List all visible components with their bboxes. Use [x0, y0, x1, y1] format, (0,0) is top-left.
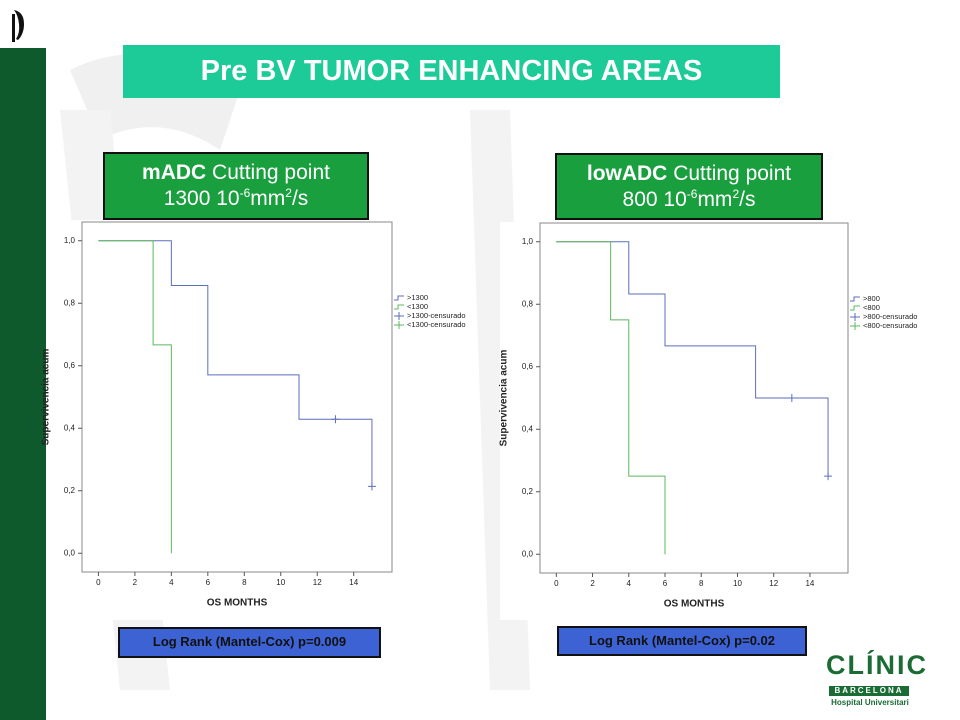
legend-marker: [850, 296, 860, 302]
title-part: 2: [732, 187, 740, 201]
legend-label: <800: [863, 303, 880, 312]
y-axis-label: Supervivencia acum: [499, 350, 510, 447]
plot-frame: [539, 222, 849, 574]
legend-marker: [394, 304, 404, 310]
x-tick-label: 12: [769, 579, 778, 588]
x-tick-label: 4: [169, 578, 174, 587]
y-tick-label: 0,6: [64, 361, 76, 370]
y-axis-label: Supervivencia acum: [41, 349, 52, 446]
title-part: 800 10: [622, 188, 687, 211]
censor-mark: [787, 394, 796, 402]
logo-city: BARCELONA: [829, 686, 909, 696]
chart-title-box: mADC Cutting point 1300 10-6mm2/s: [103, 152, 369, 220]
legend-label: >800-censurado: [863, 312, 917, 321]
title-part: mm: [250, 187, 286, 210]
legend-marker: [394, 295, 404, 301]
annotation: Log Rank (Mantel-Cox) p=0.009: [118, 627, 381, 658]
y-tick-label: 0,4: [64, 423, 76, 432]
title-part: mADC: [142, 161, 207, 184]
title-part: Cutting point: [673, 162, 792, 185]
censor-mark: [824, 472, 833, 481]
sidebar: [0, 0, 46, 720]
survival-line: [556, 241, 666, 555]
x-tick-label: 2: [590, 579, 595, 588]
x-tick-label: 0: [96, 578, 101, 587]
logo-subtitle: Hospital Universitari: [831, 698, 909, 707]
legend-marker: [850, 313, 860, 321]
y-tick-label: 0,2: [64, 486, 76, 495]
legend-label: >1300: [407, 293, 428, 302]
x-tick-label: 10: [733, 579, 742, 588]
slide-title: Pre BV TUMOR ENHANCING AREAS: [123, 45, 780, 98]
legend-marker: [394, 312, 404, 320]
legend-label: >1300-censurado: [407, 311, 466, 320]
y-tick-label: 0,8: [64, 298, 76, 307]
x-tick-label: 8: [699, 579, 704, 588]
y-tick-label: 0,0: [64, 548, 76, 557]
censor-mark: [331, 415, 340, 424]
chart-panel: [47, 220, 399, 620]
x-tick-label: 2: [133, 578, 138, 587]
y-tick-label: 0,6: [522, 362, 534, 371]
survival-line: [98, 240, 373, 487]
y-tick-label: 1,0: [64, 236, 76, 245]
y-tick-label: 0,4: [522, 424, 534, 433]
legend-marker: [394, 321, 404, 329]
x-tick-label: 8: [242, 578, 247, 587]
survival-line: [98, 240, 172, 554]
y-tick-label: 1,0: [522, 237, 534, 246]
x-tick-label: 6: [206, 578, 211, 587]
legend-label: <1300-censurado: [407, 320, 466, 329]
x-tick-label: 14: [805, 579, 814, 588]
censor-mark: [367, 482, 376, 491]
y-tick-label: 0,8: [522, 299, 534, 308]
title-part: -6: [239, 186, 251, 200]
title-part: -6: [686, 187, 698, 201]
title-part: /s: [739, 188, 756, 211]
legend-label: >800: [863, 294, 880, 303]
annotation: Log Rank (Mantel-Cox) p=0.02: [557, 626, 807, 656]
title-part: 2: [285, 186, 292, 200]
survival-line: [556, 241, 829, 477]
x-tick-label: 0: [554, 579, 559, 588]
chart-panel: [500, 222, 852, 620]
x-tick-label: 14: [349, 578, 358, 587]
title-part: /s: [291, 187, 309, 210]
chart-title-box: lowADC Cutting point 800 10-6mm2/s: [555, 153, 823, 220]
y-tick-label: 0,2: [522, 487, 534, 496]
x-tick-label: 12: [313, 578, 322, 587]
legend-marker: [850, 322, 860, 330]
x-axis-label: OS MONTHS: [664, 599, 725, 610]
legend-marker: [850, 305, 860, 311]
plot-frame: [81, 221, 393, 573]
title-part: lowADC: [586, 162, 668, 185]
legend-label: <1300: [407, 302, 428, 311]
x-tick-label: 4: [627, 579, 632, 588]
y-tick-label: 0,0: [522, 549, 534, 558]
x-tick-label: 10: [276, 578, 285, 587]
title-part: mm: [697, 188, 733, 211]
legend-label: <800-censurado: [863, 321, 917, 330]
logo-icon: [12, 10, 24, 42]
title-part: Cutting point: [212, 161, 330, 184]
x-tick-label: 6: [663, 579, 668, 588]
title-part: 1300 10: [163, 187, 240, 210]
logo-name: CLÍNIC: [826, 650, 928, 680]
x-axis-label: OS MONTHS: [207, 598, 268, 609]
